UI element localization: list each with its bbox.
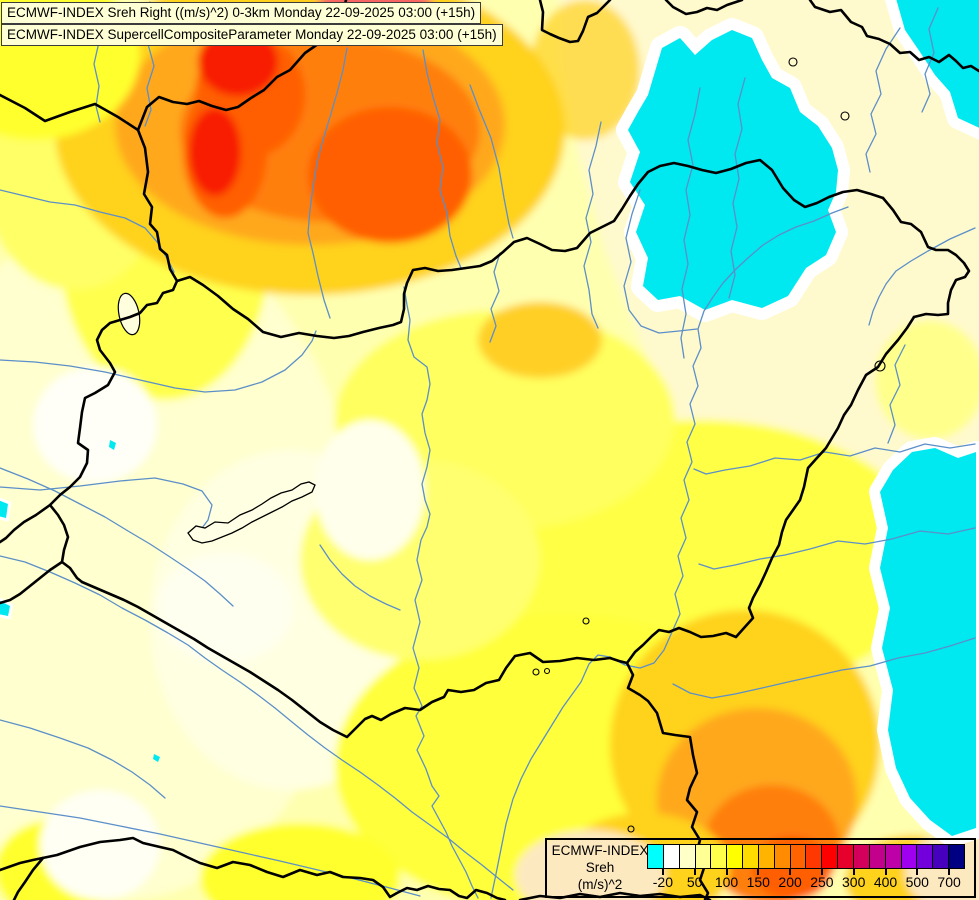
- legend-color-cell: [711, 844, 728, 869]
- small-lake: [582, 617, 590, 625]
- country-border: [12, 856, 45, 900]
- country-border: [664, 0, 744, 16]
- legend-color-cell: [774, 844, 791, 869]
- legend-tick: [852, 869, 855, 875]
- small-lake: [543, 667, 551, 675]
- legend-tick: [661, 869, 664, 875]
- lakes: [117, 57, 886, 833]
- legend-color-cell: [933, 844, 950, 869]
- legend-tick-label: 200: [778, 874, 802, 890]
- legend-color-cell: [869, 844, 886, 869]
- legend-tick: [948, 869, 951, 875]
- small-lake: [627, 825, 635, 833]
- legend-color-cell: [917, 844, 934, 869]
- legend-color-cell: [727, 844, 744, 869]
- legend-tick: [757, 869, 760, 875]
- small-lake: [840, 111, 850, 121]
- legend-tick-label: 500: [905, 874, 929, 890]
- legend-tick: [916, 869, 919, 875]
- legend-color-cell: [758, 844, 775, 869]
- country-border: [0, 93, 140, 132]
- legend-tick-label: 50: [686, 874, 703, 890]
- legend-tick-label: 300: [842, 874, 866, 890]
- country-border: [625, 315, 916, 665]
- legend-color-cell: [853, 844, 870, 869]
- small-lake: [532, 668, 540, 676]
- legend-color-cell: [885, 844, 902, 869]
- legend-color-cell: [695, 844, 712, 869]
- legend-title-line2: Sreh: [585, 860, 615, 875]
- legend-color-cell: [663, 844, 680, 869]
- legend-colorbar: [647, 844, 965, 869]
- legend-tick: [820, 869, 823, 875]
- country-border: [0, 836, 507, 900]
- cyan-sliver: [0, 597, 14, 620]
- small-lake: [874, 360, 886, 372]
- legend-color-cell: [901, 844, 918, 869]
- negative-helicity-regions: [0, 0, 979, 847]
- lake-balaton: [187, 481, 316, 544]
- country-border: [881, 196, 971, 319]
- legend-tick-label: 400: [873, 874, 898, 890]
- cyan-region: [880, 448, 976, 836]
- legend-tick: [884, 869, 887, 875]
- country-border: [0, 503, 52, 544]
- lake-ferto: [117, 292, 141, 336]
- country-border: [175, 158, 885, 340]
- cyan-sliver: [109, 440, 116, 450]
- small-lake: [788, 57, 798, 67]
- country-border: [80, 580, 629, 739]
- country-border: [808, 0, 979, 73]
- legend-color-cell: [822, 844, 839, 869]
- legend-color-cell: [838, 844, 854, 869]
- legend-tick: [725, 869, 728, 875]
- legend-color-cell: [790, 844, 807, 869]
- legend-tick-label: -20: [652, 874, 673, 890]
- legend-title: ECMWF-INDEX Sreh (m/s)^2: [549, 842, 651, 893]
- cyan-region: [896, 0, 979, 128]
- legend-title-line1: ECMWF-INDEX: [551, 843, 649, 858]
- legend-title-line3: (m/s)^2: [577, 877, 623, 892]
- cyan-sliver: [153, 754, 160, 762]
- legend-color-cell: [949, 844, 965, 869]
- country-border: [136, 128, 179, 283]
- cyan-region: [628, 30, 838, 310]
- legend-panel: ECMWF-INDEX Sreh (m/s)^2 -20 50 100 150 200 2…: [545, 838, 976, 898]
- legend-tick-label: 700: [937, 874, 961, 890]
- legend-color-cell: [647, 844, 664, 869]
- map-title-secondary: ECMWF-INDEX SupercellCompositeParameter …: [1, 24, 503, 46]
- legend-color-cell: [743, 844, 759, 869]
- legend-color-cell: [679, 844, 696, 869]
- country-border: [0, 560, 64, 605]
- country-border: [48, 279, 179, 584]
- legend-tick-label: 250: [810, 874, 834, 890]
- legend-tick: [789, 869, 792, 875]
- map-title-primary: ECMWF-INDEX Sreh Right ((m/s)^2) 0-3km M…: [1, 2, 482, 24]
- cyan-sliver: [0, 497, 12, 522]
- legend-tick: [693, 869, 696, 875]
- country-border: [538, 0, 612, 44]
- legend-color-cell: [806, 844, 823, 869]
- legend-tick-label: 100: [714, 874, 739, 890]
- legend-tick-label: 150: [746, 874, 770, 890]
